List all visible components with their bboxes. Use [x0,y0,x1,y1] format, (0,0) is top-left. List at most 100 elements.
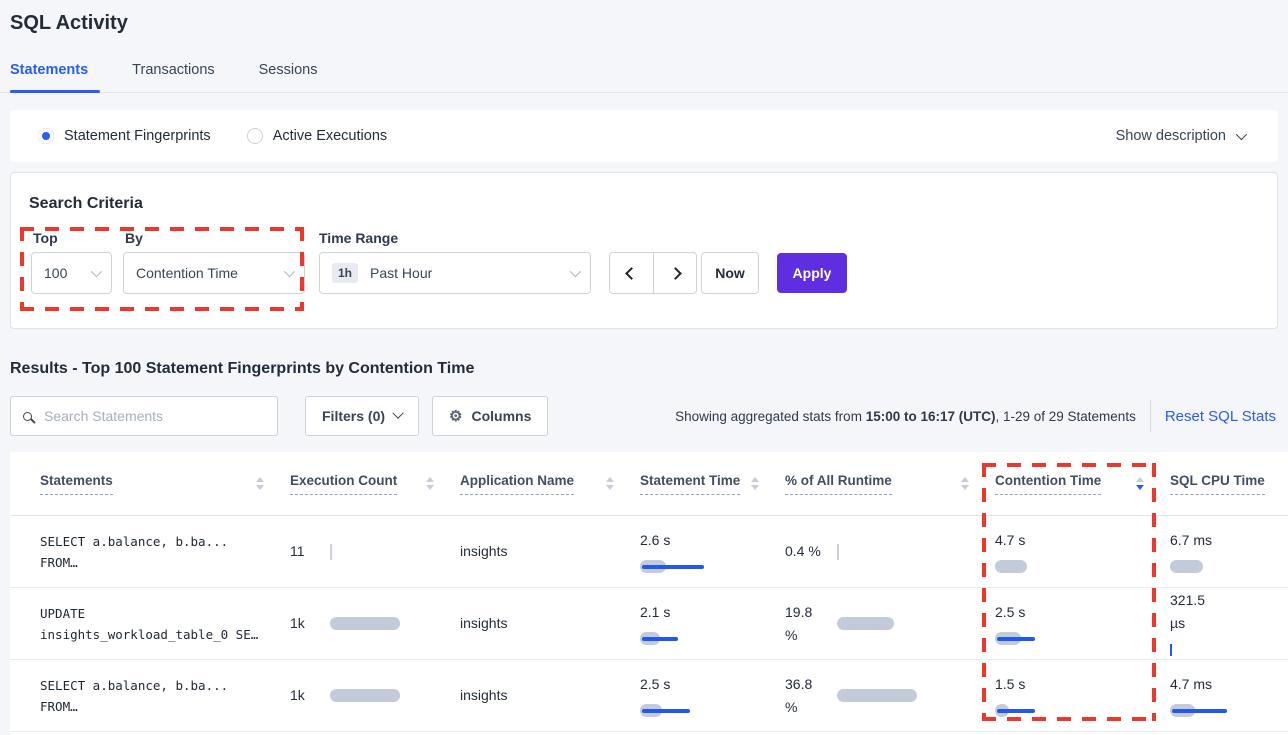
by-select[interactable]: Contention Time [123,252,305,294]
show-description-toggle[interactable]: Show description [1115,128,1248,144]
next-time-button[interactable] [653,253,696,293]
cell-value: 1.5 s [995,675,1026,692]
column-header-statement-time[interactable]: Statement Time [640,473,785,495]
cell-value: insights [460,687,508,703]
sql-cpu-time-cell: 321.5 µs [1170,588,1288,659]
bar-gray-segment [837,617,894,630]
sort-icon[interactable] [953,477,969,490]
sort-icon[interactable] [598,477,614,490]
application-name-cell: insights [460,588,640,659]
filters-button-label: Filters (0) [322,408,386,424]
gear-icon: ⚙ [449,407,463,425]
toolbar-divider [1149,400,1151,432]
cell-value: 2.5 s [995,603,1026,620]
column-header-sql-cpu-time[interactable]: SQL CPU Time [1170,473,1288,495]
value-bar [995,559,1027,575]
stats-time-range: 15:00 to 16:17 (UTC) [865,408,996,424]
apply-button[interactable]: Apply [777,253,847,293]
cell-value: 1k [290,687,305,703]
column-header-application-name[interactable]: Application Name [460,473,640,495]
contention-time-cell: 1.5 s [995,660,1170,731]
column-label: Statement Time [640,473,741,495]
sort-icon-descending[interactable] [1128,477,1144,490]
search-criteria-card: Search Criteria Top 100 By Contention Ti… [10,172,1278,329]
cell-value: 2.1 s [640,603,671,620]
results-heading: Results - Top 100 Statement Fingerprints… [10,360,475,377]
bar-gray-segment [330,617,400,630]
radio-label: Statement Fingerprints [64,128,211,144]
sort-icon[interactable] [248,477,264,490]
value-bar [1170,559,1203,575]
cell-value: 4.7 ms [1170,675,1213,692]
column-label: Statements [40,473,113,495]
execution-count-cell: 1k [290,660,460,731]
cell-value: 6.7 ms [1170,531,1213,548]
contention-time-cell: 2.5 s [995,588,1170,659]
bar-gray-segment [1170,560,1203,573]
chevron-down-icon [569,265,582,278]
value-bar [640,559,704,575]
column-header-pct-of-all-runtime[interactable]: % of All Runtime [785,473,995,495]
reset-sql-stats-link[interactable]: Reset SQL Stats [1164,407,1276,425]
previous-time-button[interactable] [610,253,653,293]
tab-bar: Statements Transactions Sessions [0,58,1288,93]
bar-gray-segment [995,560,1027,573]
chevron-down-icon [1235,128,1248,141]
show-description-label: Show description [1115,128,1226,144]
time-range-badge: 1h [332,263,359,283]
chevron-down-icon [90,265,103,278]
column-header-contention-time[interactable]: Contention Time [995,473,1170,495]
top-select[interactable]: 100 [31,252,112,294]
tab-statements[interactable]: Statements [10,58,101,93]
column-label: SQL CPU Time [1170,473,1265,495]
column-header-statements[interactable]: Statements [40,473,290,495]
chevron-right-icon [668,266,682,280]
bar-blue-segment [642,708,690,713]
value-bar [330,688,400,704]
value-bar [640,631,678,647]
filters-button[interactable]: Filters (0) [305,396,420,436]
statement-cell[interactable]: SELECT a.balance, b.ba... FROM… [40,516,290,587]
tab-transactions[interactable]: Transactions [132,62,215,78]
value-bar [1170,703,1227,719]
now-button[interactable]: Now [701,252,759,294]
aggregated-stats-text: Showing aggregated stats from 15:00 to 1… [675,408,1136,424]
bar-blue-segment [642,564,704,569]
pct-runtime-cell: 0.4 % [785,516,995,587]
tab-sessions[interactable]: Sessions [258,62,318,78]
radio-statement-fingerprints[interactable]: Statement Fingerprints [38,128,211,144]
cell-value: 0.4 % [785,543,821,559]
statement-cell[interactable]: UPDATE insights_workload_table_0 SE… [40,588,290,659]
time-range-select[interactable]: 1h Past Hour [319,252,591,294]
bar-blue-segment [997,636,1035,641]
sort-icon[interactable] [418,477,434,490]
bar-gray-segment [330,689,400,702]
bar-gray-segment [837,689,917,702]
chevron-down-icon [283,265,296,278]
chevron-left-icon [625,266,638,280]
cell-value: 2.6 s [640,531,671,548]
statement-cell[interactable]: SELECT a.balance, b.ba... FROM… [40,660,290,731]
statement-search-box[interactable] [10,396,278,436]
column-header-execution-count[interactable]: Execution Count [290,473,460,495]
columns-button[interactable]: ⚙ Columns [432,396,549,436]
execution-count-cell: 11 [290,516,460,587]
table-row[interactable]: UPDATE insights_workload_table_0 SE… 1k ins… [10,588,1288,660]
application-name-cell: insights [460,516,640,587]
top-select-value: 100 [44,265,68,281]
sort-icon[interactable] [743,477,759,490]
cell-value: 19.8% [785,603,813,643]
table-row[interactable]: SELECT a.balance, b.ba... FROM… 1k insights… [10,660,1288,732]
search-input[interactable] [44,408,265,424]
pct-runtime-cell: 36.8% [785,660,995,731]
radio-active-executions[interactable]: Active Executions [246,128,387,144]
cell-value: 1k [290,615,305,631]
chevron-down-icon [392,407,404,419]
value-tick-icon [1170,644,1172,656]
pct-runtime-cell: 19.8% [785,588,995,659]
bar-blue-segment [642,636,678,641]
column-label: Application Name [460,473,575,495]
cell-value: 2.5 s [640,675,671,692]
table-row[interactable]: SELECT a.balance, b.ba... FROM… 11 insights… [10,516,1288,588]
